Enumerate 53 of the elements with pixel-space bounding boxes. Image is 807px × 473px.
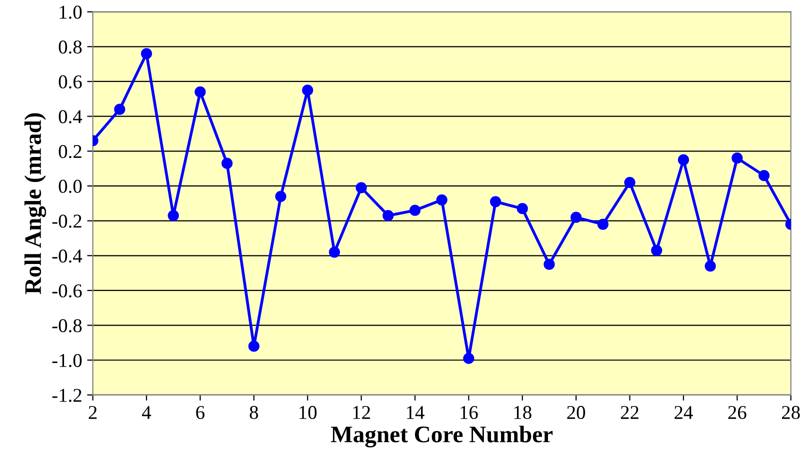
point	[544, 258, 555, 270]
y-tick-label: -0.6	[52, 284, 82, 298]
point	[516, 203, 528, 214]
point	[678, 154, 690, 166]
y-tick-label: -1.0	[52, 354, 82, 368]
y-tick-label: 0.4	[58, 110, 82, 124]
point	[463, 352, 474, 364]
x-tick-label: 18	[514, 406, 532, 420]
x-tick-label: 4	[142, 406, 152, 419]
x-tick-label: 26	[728, 406, 746, 420]
x-tick-label: 2	[88, 406, 97, 419]
point	[302, 84, 314, 96]
x-tick-label: 20	[567, 406, 586, 420]
y-tick-label: 0.2	[58, 144, 82, 158]
x-tick-label: 24	[674, 406, 693, 419]
point	[624, 176, 636, 188]
x-axis-title: Magnet Core Number	[330, 426, 553, 448]
point	[382, 210, 394, 222]
x-tick-label: 10	[300, 406, 317, 420]
point	[651, 244, 662, 256]
point	[275, 190, 286, 202]
point	[597, 218, 608, 230]
y-tick-label: 0.6	[58, 75, 82, 89]
x-tick-label: 16	[460, 406, 478, 420]
point	[168, 210, 179, 222]
x-tick-label: 14	[406, 406, 424, 419]
x-tick-label: 22	[620, 406, 638, 419]
point	[140, 48, 152, 60]
point	[732, 152, 743, 164]
point	[409, 204, 421, 216]
point	[570, 212, 582, 223]
x-tick-label: 28	[782, 406, 800, 420]
point	[758, 170, 770, 182]
point	[356, 182, 367, 194]
point	[194, 86, 206, 98]
point	[221, 158, 233, 169]
point	[114, 104, 126, 115]
x-tick-label: 6	[196, 406, 204, 420]
y-tick-label: -0.4	[52, 249, 82, 263]
y-axis-title: Roll Angle (mrad)	[24, 113, 46, 294]
point	[436, 194, 448, 206]
y-tick-label: 0.0	[58, 180, 82, 193]
point	[328, 246, 340, 258]
y-tick-label: 0.8	[58, 40, 82, 54]
y-tick-label: -0.2	[52, 214, 82, 228]
x-tick-label: 8	[250, 406, 258, 420]
y-tick-label: -1.2	[52, 388, 82, 402]
point	[704, 260, 716, 272]
y-tick-label: -0.8	[52, 319, 82, 332]
x-tick-label: 12	[353, 406, 370, 419]
y-tick-label: 1.0	[60, 6, 82, 19]
point	[490, 196, 502, 208]
point	[248, 340, 260, 352]
